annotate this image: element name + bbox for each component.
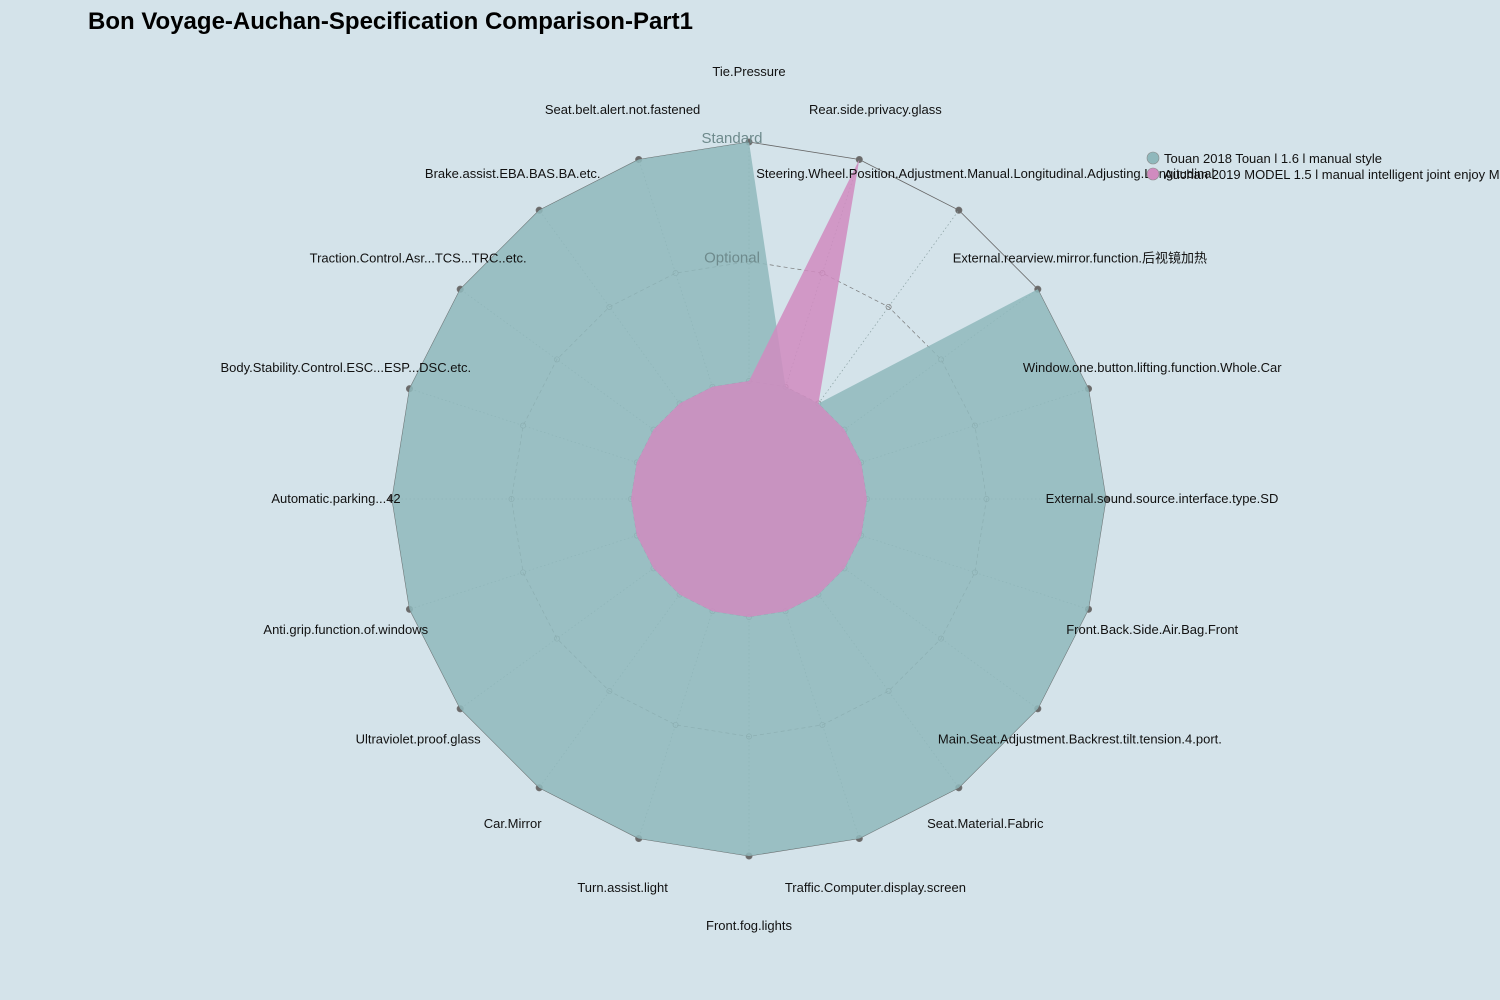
level-label: Optional [704, 250, 760, 267]
axis-labels: Tie.Pressure Rear.side.privacy.glass Steer… [220, 64, 1282, 933]
axis-label: Front.Back.Side.Air.Bag.Front [1066, 622, 1238, 637]
axis-label: Rear.side.privacy.glass [809, 102, 942, 117]
axis-label: Car.Mirror [484, 816, 542, 831]
legend-label: Touan 2018 Touan l 1.6 l manual style [1164, 151, 1382, 166]
axis-label: Seat.belt.alert.not.fastened [545, 102, 700, 117]
series-area-2 [631, 159, 867, 617]
axis-label: Ultraviolet.proof.glass [356, 731, 481, 746]
level-label: Standard [702, 130, 763, 147]
chart-title: Bon Voyage-Auchan-Specification Comparis… [88, 8, 693, 35]
axis-label: Traction.Control.Asr...TCS...TRC..etc. [310, 251, 527, 266]
axis-label: Window.one.button.lifting.function.Whole… [1023, 360, 1282, 375]
legend-swatch [1146, 151, 1160, 165]
axis-label: Brake.assist.EBA.BAS.BA.etc. [425, 166, 601, 181]
axis-label: Automatic.parking...42 [271, 491, 400, 506]
axis-label: Main.Seat.Adjustment.Backrest.tilt.tensi… [938, 731, 1222, 746]
axis-label: Traffic.Computer.display.screen [785, 880, 966, 895]
axis-label: Front.fog.lights [706, 918, 792, 933]
grid-marker [955, 206, 963, 214]
axis-label: Anti.grip.function.of.windows [263, 622, 428, 637]
axis-label: Body.Stability.Control.ESC...ESP...DSC.e… [220, 360, 471, 375]
legend: Touan 2018 Touan l 1.6 l manual styleAuc… [1146, 151, 1500, 182]
axis-label: Steering.Wheel.Position.Adjustment.Manua… [756, 166, 1214, 181]
legend-swatch [1146, 167, 1160, 181]
level-labels: Optional Standard [702, 130, 763, 267]
axis-label: External.sound.source.interface.type.SD [1046, 491, 1279, 506]
axis-label: Tie.Pressure [712, 64, 785, 79]
axis-label: Turn.assist.light [577, 880, 668, 895]
axis-label: Seat.Material.Fabric [927, 816, 1044, 831]
axis-label: External.rearview.mirror.function.后视镜加热 [953, 251, 1207, 266]
radar-series [392, 142, 1106, 856]
legend-label: Auchan 2019 MODEL 1.5 l manual intellige… [1164, 167, 1500, 182]
grid-marker [885, 303, 892, 310]
